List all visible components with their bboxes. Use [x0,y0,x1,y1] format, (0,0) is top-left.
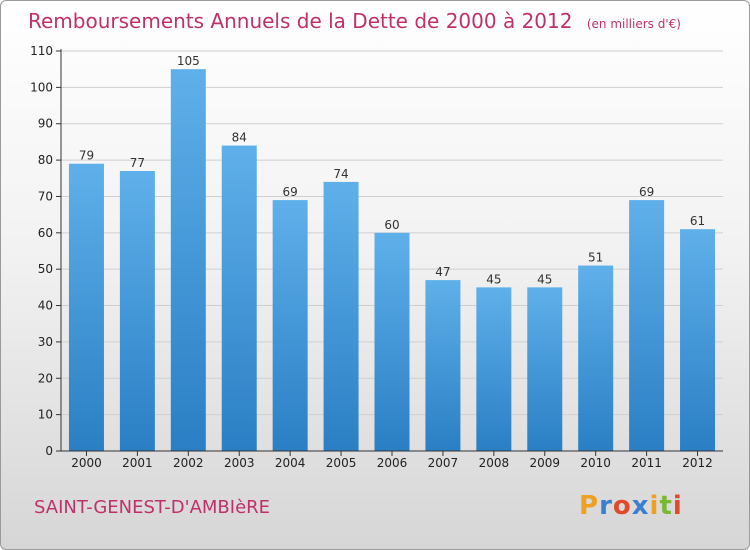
logo-letter: P [579,491,600,521]
proxiti-logo: Proxiti [579,491,683,521]
bar [374,232,410,451]
data-label: 51 [588,251,603,265]
bar [425,280,461,451]
bar [68,163,104,451]
y-tick-label: 20 [38,371,53,385]
x-tick-label: 2003 [224,456,255,470]
chart-title: Remboursements Annuels de la Dette de 20… [28,9,681,33]
data-label: 69 [639,185,654,199]
x-tick-label: 2009 [529,456,560,470]
y-tick-label: 40 [38,299,53,313]
data-label: 105 [177,54,200,68]
data-label: 45 [537,272,552,286]
x-tick-label: 2000 [71,456,102,470]
logo-letter: r [599,491,613,521]
y-tick-label: 80 [38,153,53,167]
bar [527,287,563,451]
x-tick-label: 2001 [122,456,153,470]
data-label: 79 [79,149,94,163]
x-tick-label: 2007 [428,456,459,470]
bar [170,69,206,451]
y-tick-label: 60 [38,226,53,240]
data-label: 47 [435,265,450,279]
y-tick-label: 50 [38,262,53,276]
city-name: SAINT-GENEST-D'AMBIèRE [34,497,271,518]
x-tick-label: 2008 [479,456,510,470]
x-tick-label: 2006 [377,456,408,470]
y-tick-label: 90 [38,117,53,131]
data-label: 84 [232,131,247,145]
x-tick-label: 2002 [173,456,204,470]
logo-letter: o [612,491,632,521]
logo-letter: t [659,491,673,521]
chart-unit: (en milliers d'€) [586,17,681,31]
chart-title-text: Remboursements Annuels de la Dette de 20… [28,9,573,33]
bar [272,200,308,451]
data-label: 74 [333,167,348,181]
bars [68,69,716,451]
bar [323,181,359,451]
data-label: 61 [690,214,705,228]
bar [578,265,614,451]
y-tick-label: 70 [38,189,53,203]
y-tick-label: 10 [38,408,53,422]
data-label: 69 [283,185,298,199]
y-tick-label: 100 [30,80,53,94]
x-tick-label: 2011 [631,456,662,470]
data-label: 77 [130,156,145,170]
data-label: 60 [384,218,399,232]
bar [476,287,512,451]
logo-letter: x [631,491,650,521]
x-tick-label: 2012 [682,456,713,470]
labels: 0 10 20 30 40 50 60 70 80 90 100 110 79 2000 77 2001 105… [30,44,713,470]
axes [56,49,723,456]
logo-letter: i [672,491,683,521]
logo-letter: i [649,491,660,521]
bar [221,145,257,451]
bar [119,171,155,451]
y-tick-label: 30 [38,335,53,349]
data-label: 45 [486,272,501,286]
bar [680,229,716,451]
x-tick-label: 2004 [275,456,306,470]
y-tick-label: 0 [45,444,53,458]
bar [629,200,665,451]
y-tick-label: 110 [30,44,53,58]
x-tick-label: 2005 [326,456,357,470]
x-tick-label: 2010 [580,456,611,470]
